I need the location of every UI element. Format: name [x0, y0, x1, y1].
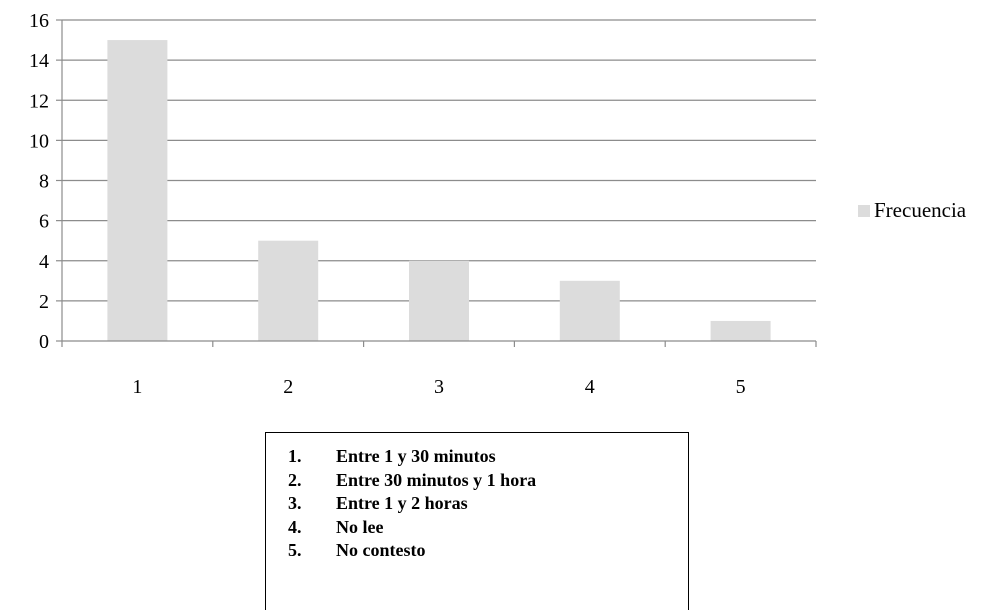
key-item-number: 5.	[288, 540, 302, 560]
key-item-label: Entre 1 y 2 horas	[336, 493, 468, 513]
key-item-number: 4.	[288, 516, 302, 537]
key-item-label: No contesto	[336, 540, 426, 560]
key-item-number: 3.	[288, 493, 302, 513]
key-item: 5. No contesto	[288, 539, 688, 563]
y-tick-label: 4	[39, 251, 49, 273]
x-tick-label: 5	[736, 376, 746, 398]
y-tick-label: 2	[39, 291, 49, 313]
y-tick-label: 0	[39, 331, 49, 353]
key-item-label: Entre 1 y 30 minutos	[336, 446, 496, 466]
key-item-label: Entre 30 minutos y 1 hora	[336, 469, 537, 490]
bar	[107, 40, 168, 341]
x-tick-label: 3	[434, 376, 444, 398]
bar	[559, 280, 620, 341]
legend-swatch	[858, 204, 870, 217]
y-tick-label: 8	[39, 171, 49, 193]
key-item: 3. Entre 1 y 2 horas	[288, 492, 688, 516]
y-tick-label: 12	[29, 90, 49, 112]
x-tick-label: 1	[132, 376, 142, 398]
gridlines	[62, 19, 816, 302]
bar	[710, 320, 771, 341]
axes	[56, 19, 817, 347]
category-key-box: 1. Entre 1 y 30 minutos 2. Entre 30 minu…	[265, 432, 689, 610]
key-item: 2. Entre 30 minutos y 1 hora	[288, 469, 688, 493]
y-tick-label: 6	[39, 211, 49, 233]
y-tick-label: 14	[29, 50, 49, 72]
key-item-label: No lee	[336, 516, 384, 537]
bar	[258, 240, 319, 341]
key-item: 4. No lee	[288, 516, 688, 540]
y-tick-label: 16	[29, 10, 49, 32]
key-item-number: 1.	[288, 446, 302, 466]
key-item-number: 2.	[288, 469, 302, 490]
category-key-list: 1. Entre 1 y 30 minutos 2. Entre 30 minu…	[266, 433, 688, 563]
y-tick-label: 10	[29, 130, 49, 152]
key-item: 1. Entre 1 y 30 minutos	[288, 445, 688, 469]
bars	[107, 40, 771, 341]
legend-label: Frecuencia	[874, 198, 967, 222]
bar	[409, 260, 469, 341]
x-tick-label: 2	[283, 376, 293, 398]
x-tick-label: 4	[585, 376, 595, 398]
legend: Frecuencia	[858, 198, 966, 223]
